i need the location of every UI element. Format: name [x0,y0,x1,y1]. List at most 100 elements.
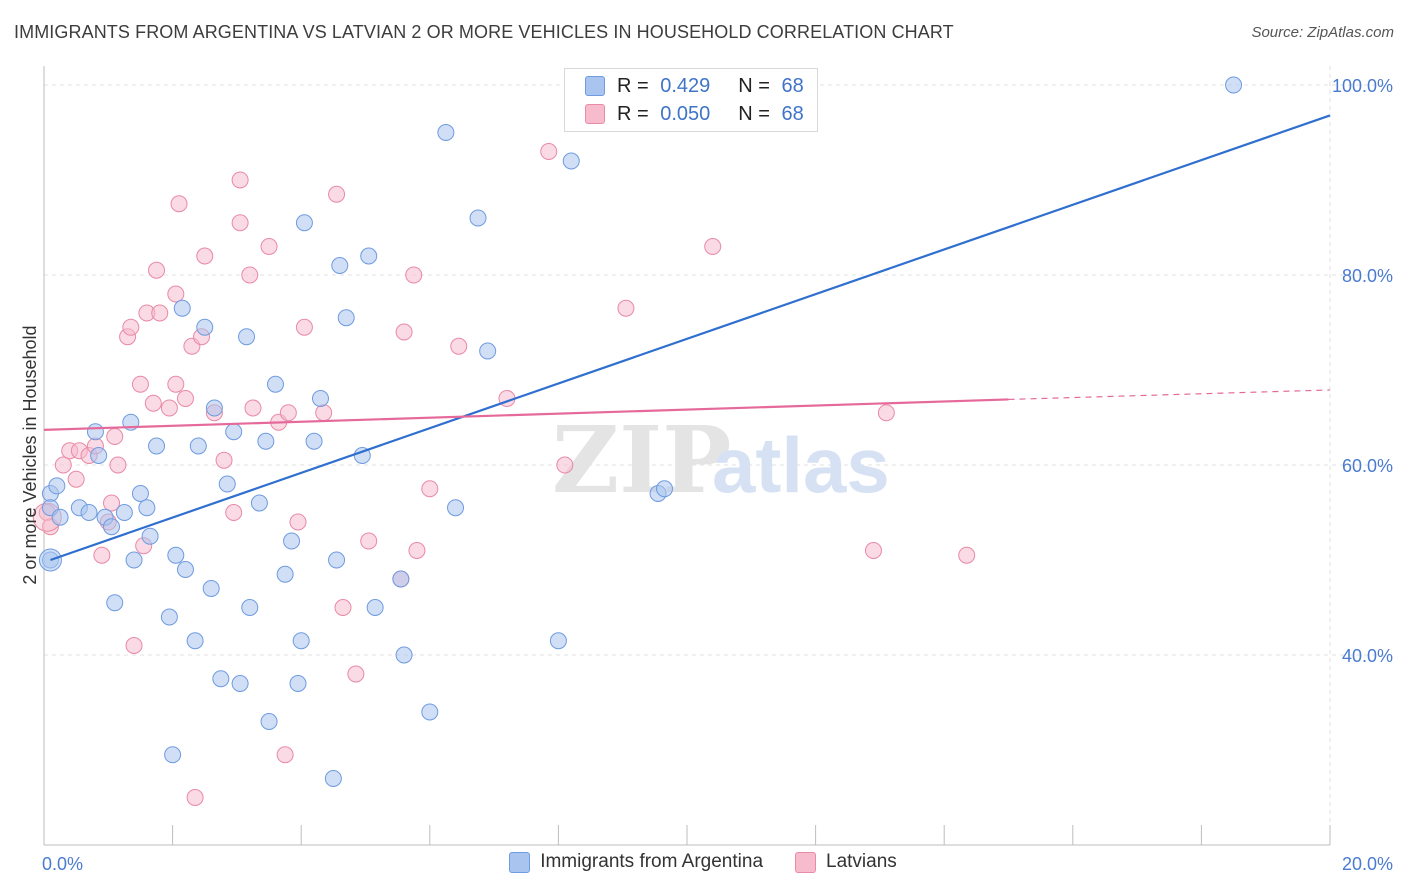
latvian-trend-line [43,398,1009,431]
argentina-point [131,485,149,502]
latvian-point [151,304,169,322]
legend-n-label: N = [738,102,770,125]
series-swatch-latvian [795,851,817,873]
argentina-point [250,494,268,512]
argentina-point [241,599,259,616]
series-label-argentina: Immigrants from Argentina [540,851,764,872]
latvian-point [225,504,243,521]
argentina-point [283,532,301,550]
argentina-point [196,318,214,336]
stats-legend: R = 0.429 N = 68 R = 0.050 N = 68 [564,68,818,132]
argentina-point [469,209,487,227]
latvian-point [54,456,72,474]
argentina-point [276,565,294,583]
legend-n-label: N = [738,74,770,97]
argentina-point [549,632,567,650]
latvian-point [864,542,882,559]
tick-labels: 100.0% 80.0% 60.0% 40.0% 0.0% 20.0% [42,76,1393,874]
latvian-point [131,375,149,393]
argentina-point [260,713,278,730]
argentina-point [447,499,465,517]
argentina-point [103,518,121,536]
latvian-point [360,532,378,550]
argentina-point [292,632,310,650]
argentina-point [125,551,143,569]
argentina-point [115,504,133,521]
latvian-point [93,546,111,564]
legend-r-value: 0.429 [660,74,711,97]
argentina-point [311,390,329,407]
latvian-point [315,404,333,422]
series-legend-argentina[interactable]: Immigrants from Argentina [509,851,763,873]
argentina-point [437,124,455,141]
latvian-point [279,404,297,422]
latvian-point [109,456,127,474]
watermark: ZIP atlas [552,406,890,514]
y-tick-label: 100.0% [1332,76,1393,96]
argentina-point [1225,76,1243,94]
latvian-point [276,746,294,764]
y-tick-label: 40.0% [1342,646,1393,666]
latvian-point [328,185,346,203]
series-legend: Immigrants from Argentina Latvians [0,851,1406,873]
legend-r-label: R = [617,74,649,97]
argentina-point [337,309,355,327]
argentina-point [212,670,230,688]
latvian-point [408,542,426,559]
argentina-point [51,508,69,526]
latvian-point [260,238,278,255]
legend-row-latvian: R = 0.050 N = 68 [585,101,804,127]
series-legend-latvian[interactable]: Latvians [795,851,897,873]
y-tick-label: 80.0% [1342,266,1393,286]
chart-title: IMMIGRANTS FROM ARGENTINA VS LATVIAN 2 O… [14,22,954,42]
legend-n-value: 68 [781,102,804,125]
legend-r-label: R = [617,102,649,125]
series-swatch-argentina [509,851,531,873]
latvian-point [125,637,143,654]
argentina-point [266,375,284,393]
latvian-point [877,404,895,422]
argentina-point [160,608,178,626]
legend-n-value: 68 [781,74,804,97]
argentina-point [360,247,378,265]
latvian-trend-extension [1008,389,1331,401]
argentina-point [80,504,98,521]
argentina-point [479,342,497,360]
argentina-point [138,499,156,517]
argentina-point [90,447,108,464]
argentina-point [173,299,191,317]
legend-swatch-argentina [585,76,605,96]
source-label: Source: ZipAtlas.com [1251,24,1394,41]
argentina-point [295,214,313,232]
argentina-point [421,703,439,721]
y-tick-label: 60.0% [1342,456,1393,476]
series-label-latvian: Latvians [826,851,897,872]
argentina-point [305,432,323,450]
latvian-point [103,494,121,512]
argentina-point [176,561,194,578]
argentina-point [186,632,204,650]
trend-lines [43,114,1331,562]
argentina-point [141,527,159,545]
latvian-point [704,238,722,255]
argentina-point [238,328,256,346]
legend-row-argentina: R = 0.429 N = 68 [585,73,804,99]
x-tick-label: 20.0% [1342,854,1393,874]
latvian-point [167,375,185,393]
argentina-point [655,480,673,498]
x-tick-label: 0.0% [42,854,83,874]
latvian-point [405,266,423,284]
latvian-point [67,470,85,488]
watermark-zip: ZIP [552,406,731,514]
latvian-point [176,390,194,407]
axes [43,66,1331,846]
latvian-point [617,299,635,317]
latvian-point [241,266,259,284]
argentina-point [289,675,307,692]
latvian-points [32,143,976,806]
latvian-point [160,399,178,417]
latvian-point [556,456,574,474]
argentina-point [205,399,223,417]
y-axis-label: 2 or more Vehicles in Household [20,325,40,584]
latvian-point [540,143,558,160]
